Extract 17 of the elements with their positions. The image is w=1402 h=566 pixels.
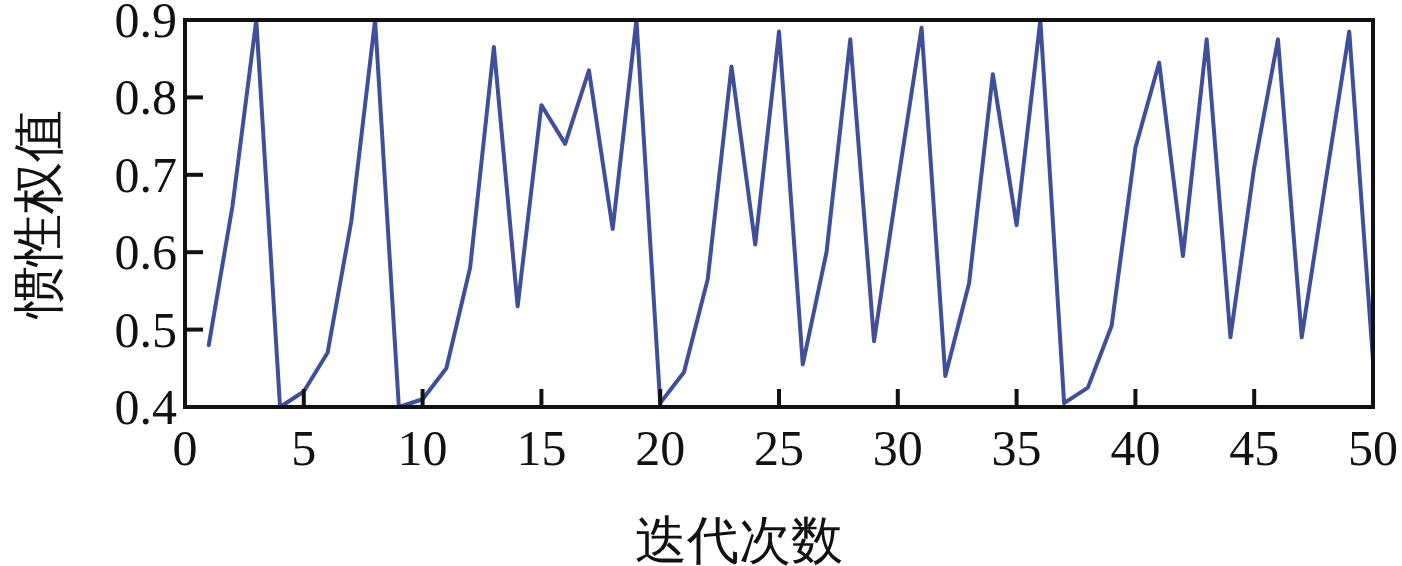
x-tick-label: 10	[397, 420, 448, 476]
x-tick-label: 50	[1348, 420, 1398, 476]
y-tick-label: 0.9	[114, 0, 177, 48]
x-tick-label: 5	[291, 420, 317, 476]
x-tick-label: 15	[516, 420, 567, 476]
y-tick-label: 0.8	[114, 69, 177, 126]
x-axis-title: 迭代次数	[635, 512, 843, 566]
y-tick-label: 0.7	[114, 146, 177, 203]
x-tick-label: 25	[754, 420, 804, 476]
x-tick-label: 20	[635, 420, 686, 476]
y-tick-label: 0.5	[114, 301, 177, 358]
x-tick-label: 30	[872, 420, 923, 476]
y-axis-title: 惯性权值	[10, 109, 67, 320]
x-tick-label: 40	[1110, 420, 1161, 476]
y-tick-label: 0.6	[114, 224, 177, 281]
x-tick-label: 35	[991, 420, 1042, 476]
x-tick-label: 45	[1229, 420, 1280, 476]
